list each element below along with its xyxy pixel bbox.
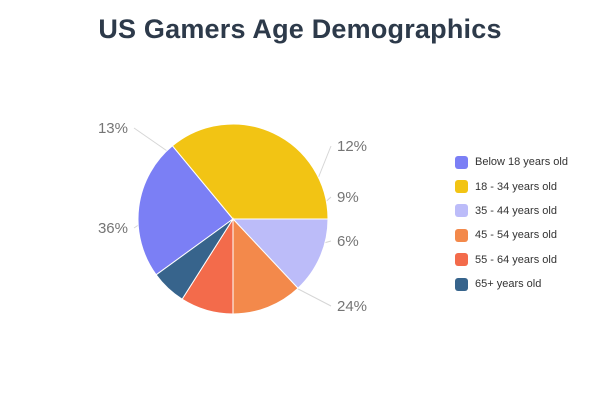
pie-slice-1 [137,145,234,276]
data-label-3: 13% [98,120,128,137]
legend-label: 45 - 54 years old [475,229,557,242]
legend-swatch [455,155,468,169]
pie-slice-2 [171,123,329,220]
legend-label: 35 - 44 years old [475,204,557,217]
legend-swatch [455,228,468,242]
pie-slice-4 [232,217,299,315]
data-label-1: 24% [337,298,367,315]
legend-item-4: 45 - 54 years old [455,223,568,247]
legend-swatch [455,277,468,291]
data-label-6: 6% [337,233,359,250]
legend-swatch [455,253,468,267]
legend-swatch [455,204,468,218]
legend-item-1: Below 18 years old [455,150,568,174]
legend-label: 18 - 34 years old [475,180,557,193]
data-label-4: 12% [337,138,367,155]
legend-swatch [455,180,468,194]
legend-item-6: 65+ years old [455,272,568,296]
chart-title: US Gamers Age Demographics [98,14,502,44]
pie-slices [137,123,329,315]
data-label-5: 9% [337,189,359,206]
pie-slice-3 [231,218,329,289]
legend-item-2: 18 - 34 years old [455,174,568,198]
data-labels: 24% 36% 13% 12% 9% 6% [98,120,367,315]
data-label-2: 36% [98,220,128,237]
legend-item-3: 35 - 44 years old [455,199,568,223]
pie-slice-6 [155,218,234,300]
legend-label: 65+ years old [475,278,542,291]
legend-label: 55 - 64 years old [475,253,557,266]
chart-legend: Below 18 years old 18 - 34 years old 35 - … [455,150,568,296]
legend-label: Below 18 years old [475,156,568,169]
legend-item-5: 55 - 64 years old [455,248,568,272]
